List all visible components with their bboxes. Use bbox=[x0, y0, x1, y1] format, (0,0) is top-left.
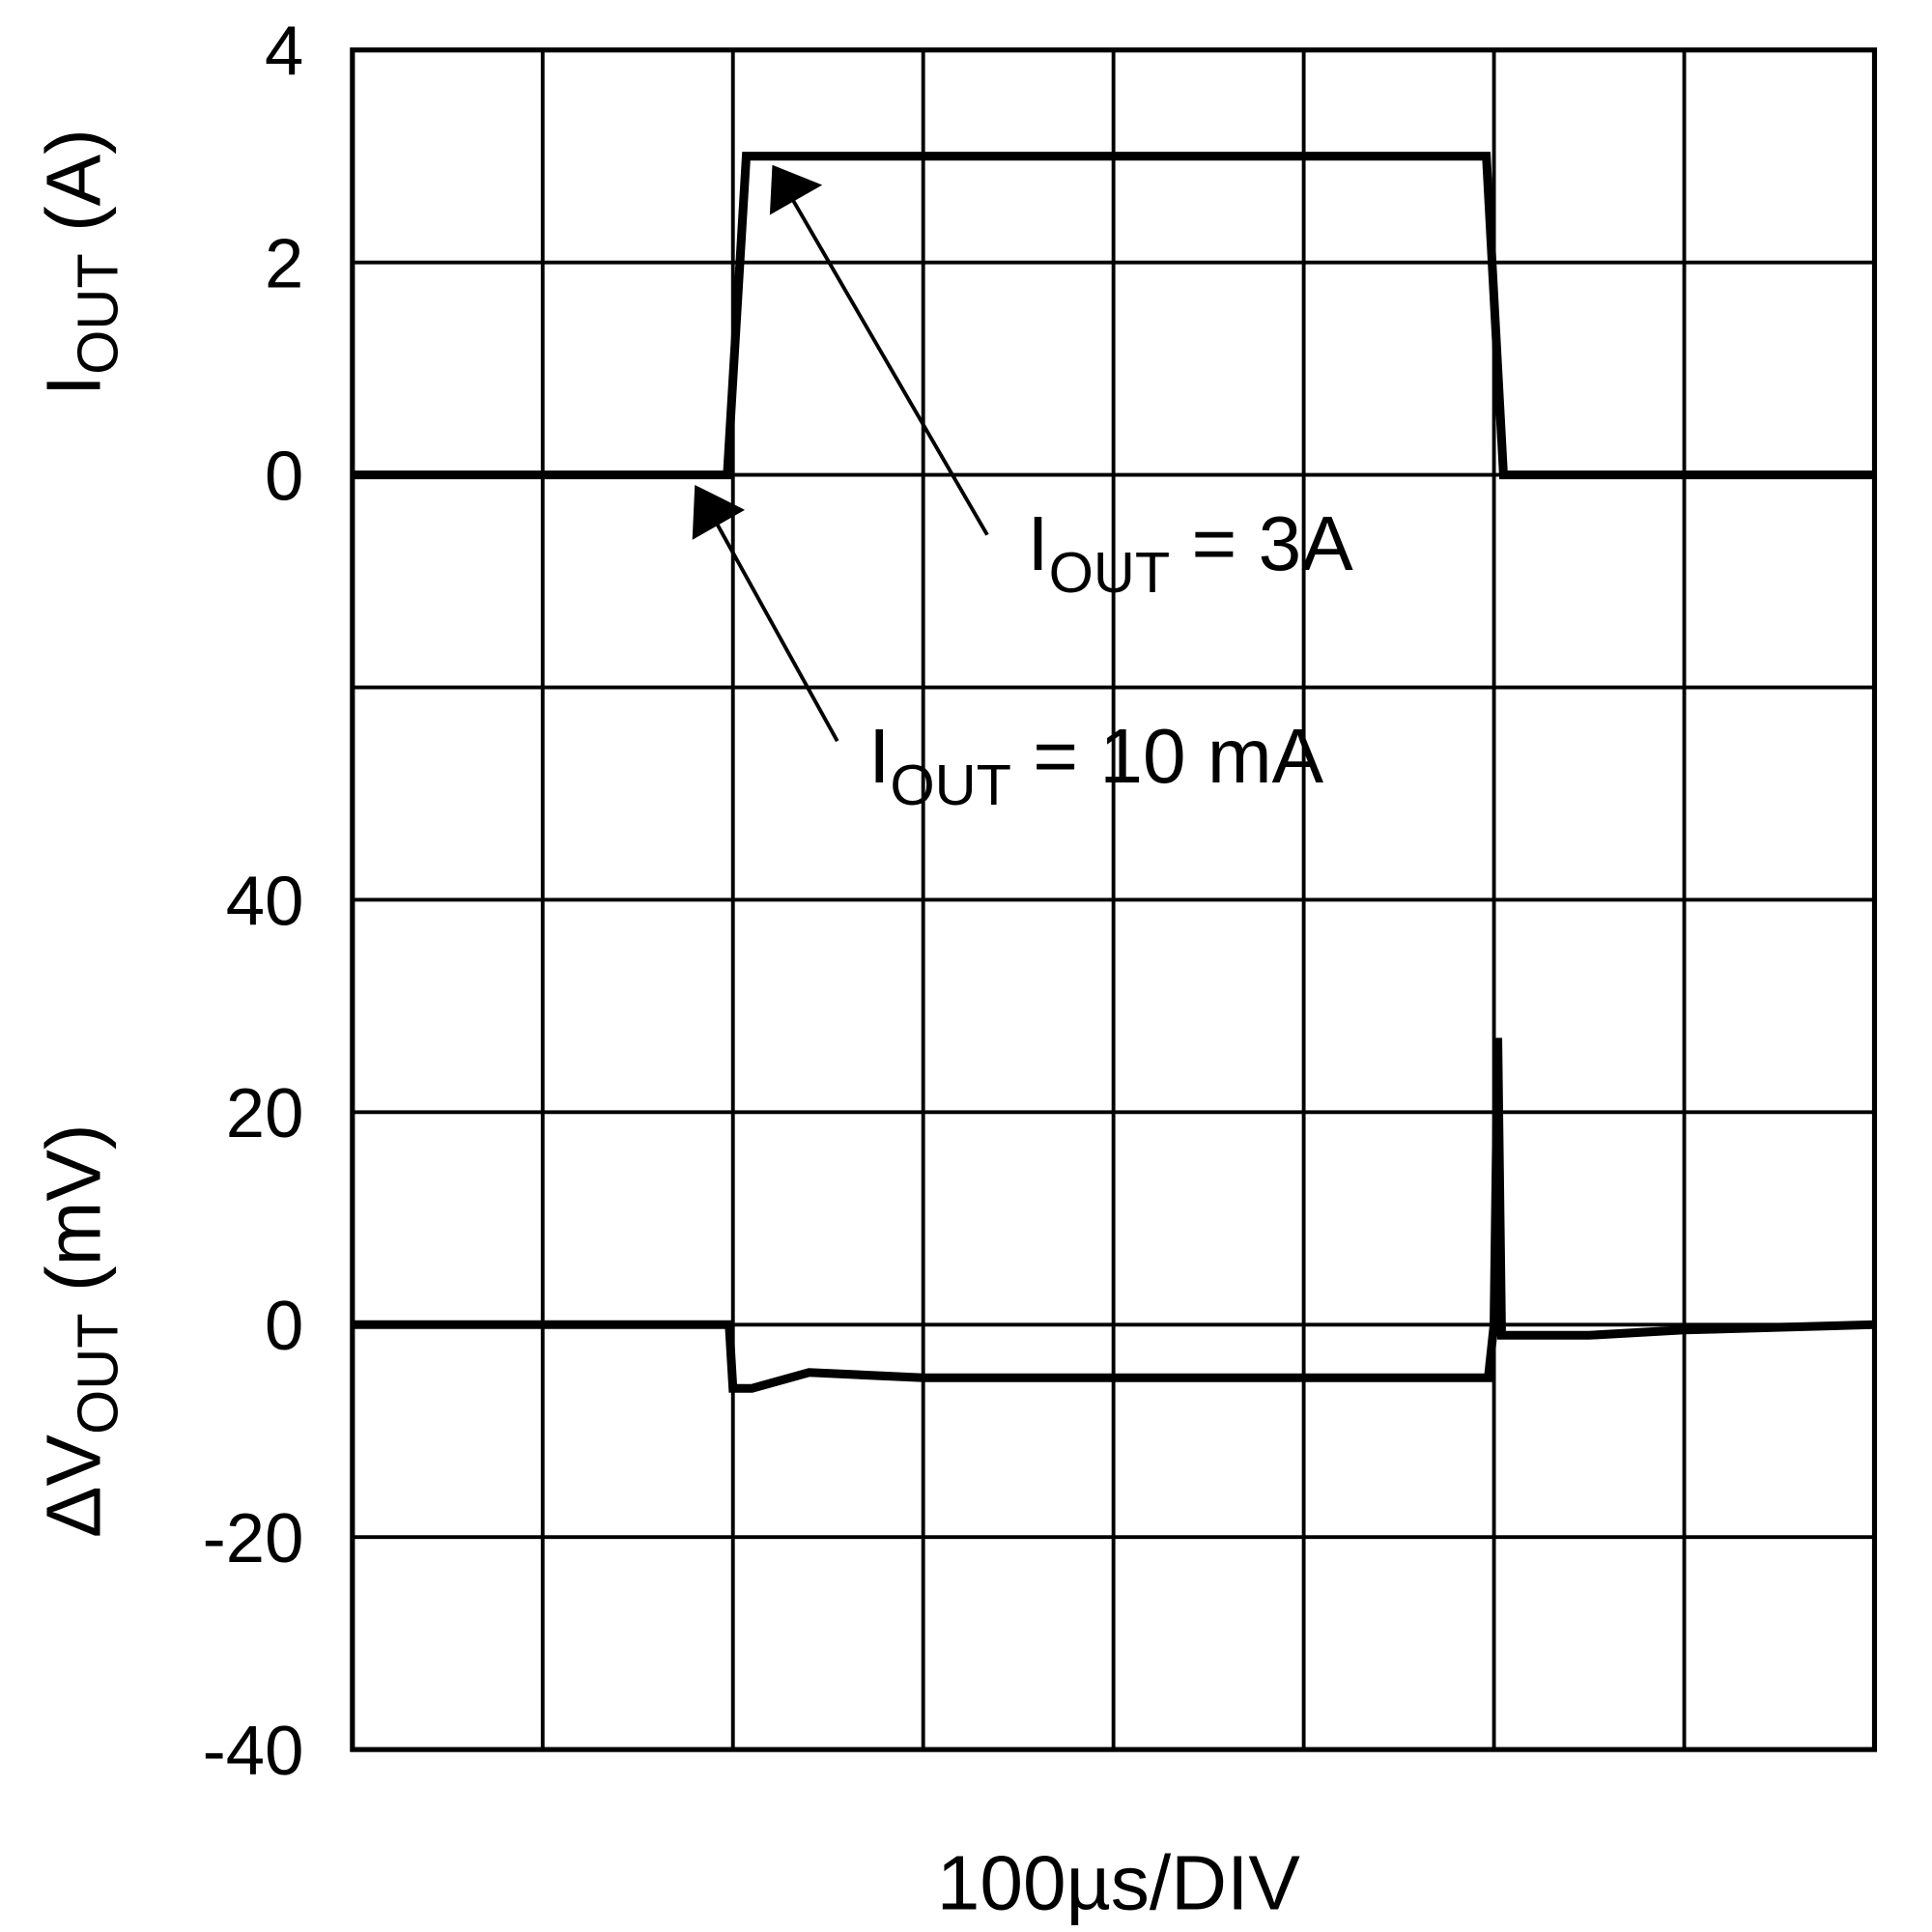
y-label-main: ΔV bbox=[29, 1435, 116, 1539]
y-tick-label: 0 bbox=[265, 437, 303, 515]
y-tick-label: -20 bbox=[203, 1499, 304, 1577]
arrow-line bbox=[700, 496, 839, 743]
y-tick-label: 40 bbox=[226, 862, 304, 940]
y-tick-label: 0 bbox=[265, 1287, 303, 1365]
y-label-rest: (mV) bbox=[29, 1123, 116, 1313]
y-label-main: I bbox=[29, 375, 116, 396]
annotation-rest: = 10 mA bbox=[1011, 712, 1324, 799]
y-label-rest: (A) bbox=[29, 128, 116, 253]
trace bbox=[352, 152, 1875, 480]
y-axis-label: ΔVOUT (mV) bbox=[29, 1123, 129, 1538]
y-tick-label: 4 bbox=[265, 13, 303, 91]
annotation: IOUT = 10 mA bbox=[868, 712, 1324, 817]
arrow-head bbox=[769, 164, 823, 215]
trace bbox=[352, 1037, 1875, 1393]
y-axis-label: IOUT (A) bbox=[29, 128, 129, 396]
scope-grid bbox=[352, 49, 1875, 1750]
arrow-head bbox=[692, 484, 746, 540]
annotation-sub: OUT bbox=[890, 753, 1011, 817]
y-tick-label: 20 bbox=[226, 1074, 304, 1152]
y-tick-label: 2 bbox=[265, 225, 303, 303]
annotation-rest: = 3A bbox=[1170, 499, 1353, 586]
x-axis-label: 100µs/DIV bbox=[937, 1839, 1301, 1926]
y-label-sub: OUT bbox=[66, 1313, 130, 1435]
y-label-sub: OUT bbox=[66, 253, 130, 375]
y-tick-label: -40 bbox=[203, 1712, 304, 1790]
annotation-sub: OUT bbox=[1049, 540, 1171, 605]
traces bbox=[352, 152, 1875, 1393]
annotation-arrows bbox=[692, 164, 989, 743]
annotation-main: I bbox=[868, 712, 890, 799]
annotation-main: I bbox=[1027, 499, 1048, 586]
annotation: IOUT = 3A bbox=[1027, 499, 1353, 605]
plot-frame bbox=[350, 47, 1878, 1752]
arrow-line bbox=[778, 176, 989, 536]
